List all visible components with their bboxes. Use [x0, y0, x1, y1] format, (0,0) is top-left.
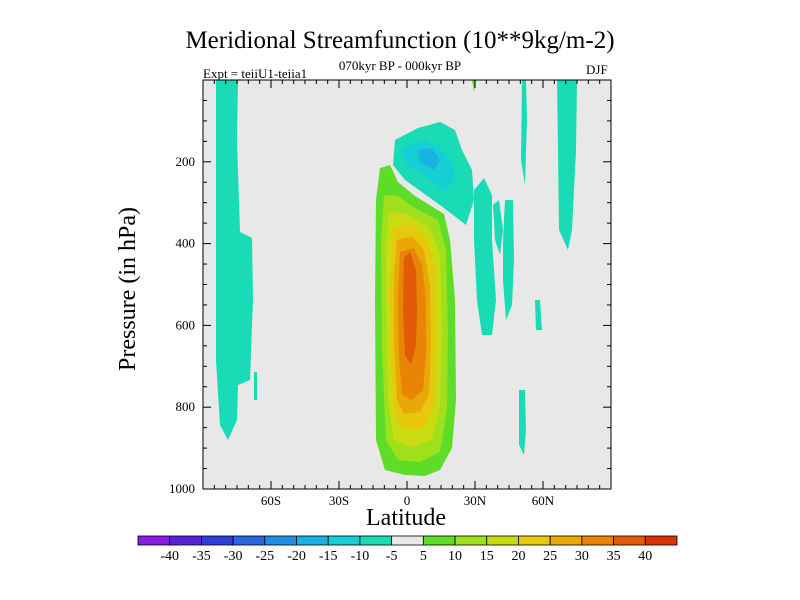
y-axis: 200 400 600 800 1000	[169, 79, 611, 496]
x-tick-label: 0	[404, 493, 411, 508]
x-axis: 60S 30S 0 30N 60N	[202, 80, 612, 508]
x-tick-label: 30N	[464, 493, 487, 508]
colorbar-swatch	[518, 535, 551, 546]
colorbar-swatch	[201, 535, 234, 546]
colorbar-label: -20	[287, 549, 306, 564]
colorbar-label: 30	[575, 549, 589, 564]
colorbar-swatch	[327, 535, 361, 546]
colorbar-swatch	[581, 535, 614, 546]
colorbar-label: -35	[192, 549, 211, 564]
colorbar-swatch	[613, 535, 646, 546]
colorbar-label: -10	[351, 549, 370, 564]
colorbar-swatch	[296, 535, 329, 546]
season-label: DJF	[586, 62, 608, 77]
y-tick-label: 600	[176, 317, 196, 332]
contour-south-band	[216, 80, 253, 440]
colorbar-swatch	[549, 535, 583, 546]
colorbar-swatch	[359, 535, 393, 546]
colorbar-swatch	[137, 535, 171, 546]
colorbar: -40 -35 -30 -25 -20 -15 -10 -5 5 10 15 20 25 30 35 40	[137, 535, 678, 564]
experiment-label: Expt = teiiU1-teiia1	[203, 66, 308, 81]
y-axis-label: Pressure (in hPa)	[115, 207, 141, 371]
contour-south-speck	[254, 372, 257, 400]
colorbar-label: -15	[319, 549, 338, 564]
contour-upper-neg-inner	[418, 148, 440, 170]
colorbar-label: 15	[480, 549, 494, 564]
colorbar-swatch	[169, 535, 202, 546]
colorbar-label: 35	[607, 549, 621, 564]
contour-north-band-1	[474, 178, 496, 335]
contour-north-band-1b	[493, 200, 503, 255]
contour-north-band-5	[519, 390, 526, 455]
colorbar-label: -5	[386, 549, 398, 564]
period-label: 070kyr BP - 000kyr BP	[338, 58, 462, 73]
contour-north-band-6	[557, 80, 577, 250]
colorbar-label: -30	[224, 549, 243, 564]
y-tick-label: 800	[176, 399, 196, 414]
y-tick-label: 400	[176, 236, 196, 251]
y-tick-label: 1000	[169, 481, 195, 496]
x-axis-label: Latitude	[366, 505, 446, 531]
colorbar-swatch	[486, 535, 519, 546]
chart-title: Meridional Streamfunction (10**9kg/m-2)	[185, 27, 615, 54]
colorbar-swatch	[391, 535, 424, 546]
contour-north-band-4	[535, 300, 542, 330]
colorbar-label: 25	[543, 549, 557, 564]
x-tick-label: 60S	[261, 493, 281, 508]
colorbar-label: -25	[255, 549, 274, 564]
colorbar-label: 20	[511, 549, 525, 564]
colorbar-swatch	[454, 535, 488, 546]
colorbar-label: -40	[160, 549, 179, 564]
x-tick-label: 60N	[532, 493, 555, 508]
colorbar-label: 5	[420, 549, 427, 564]
colorbar-swatch	[264, 535, 297, 546]
y-tick-label: 200	[176, 154, 196, 169]
contour-pos-35	[403, 252, 417, 365]
colorbar-label: 10	[448, 549, 462, 564]
contour-north-band-3	[521, 80, 527, 185]
contour-north-band-2	[503, 200, 514, 320]
contour-fills	[216, 80, 577, 476]
colorbar-swatch	[422, 535, 456, 546]
colorbar-label: 40	[638, 549, 652, 564]
colorbar-swatch	[232, 535, 266, 546]
x-tick-label: 30S	[329, 493, 349, 508]
colorbar-swatch	[644, 535, 678, 546]
